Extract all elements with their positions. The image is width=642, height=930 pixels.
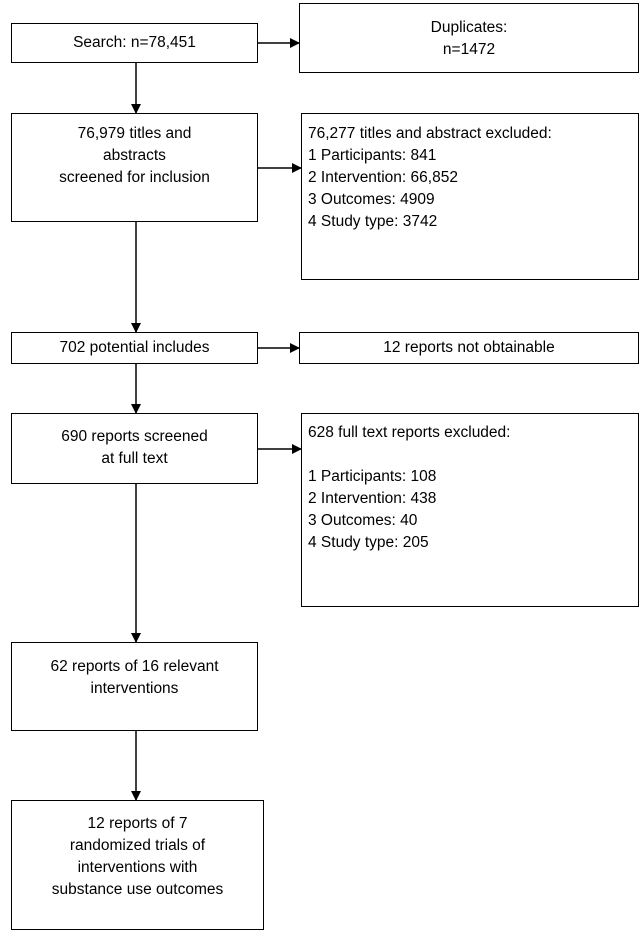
relevant-interventions-line-1: 62 reports of 16 relevant bbox=[50, 658, 219, 675]
fulltext-excluded-heading: 628 full text reports excluded: bbox=[308, 424, 511, 441]
titles-excluded-item-1: 1 Participants: 841 bbox=[308, 147, 437, 164]
fulltext-excluded-item-2: 2 Intervention: 438 bbox=[308, 490, 437, 507]
screened-line-3: screened for inclusion bbox=[59, 169, 210, 186]
fulltext-excluded-spacer bbox=[308, 444, 638, 466]
not-obtainable-box: 12 reports not obtainable bbox=[299, 332, 639, 364]
relevant-interventions-line-2: interventions bbox=[90, 680, 179, 697]
duplicates-line-1: Duplicates: bbox=[430, 19, 508, 36]
duplicates-box: Duplicates: n=1472 bbox=[299, 3, 639, 73]
fulltext-excluded-item-4: 4 Study type: 205 bbox=[308, 534, 429, 551]
final-trials-line-1: 12 reports of 7 bbox=[87, 815, 188, 832]
relevant-interventions-box: 62 reports of 16 relevant interventions bbox=[11, 642, 258, 731]
fulltext-screened-line-2: at full text bbox=[101, 450, 168, 467]
potential-includes-box: 702 potential includes bbox=[11, 332, 258, 364]
titles-excluded-item-3: 3 Outcomes: 4909 bbox=[308, 191, 435, 208]
screened-box: 76,979 titles and abstracts screened for… bbox=[11, 113, 258, 222]
fulltext-excluded-item-3: 3 Outcomes: 40 bbox=[308, 512, 418, 529]
not-obtainable-line: 12 reports not obtainable bbox=[383, 339, 555, 356]
fulltext-screened-box: 690 reports screened at full text bbox=[11, 413, 258, 484]
final-trials-line-3: interventions with bbox=[77, 859, 198, 876]
duplicates-line-2: n=1472 bbox=[442, 41, 496, 58]
search-line-1: Search: n=78,451 bbox=[73, 34, 196, 51]
final-trials-line-2: randomized trials of bbox=[69, 837, 206, 854]
fulltext-screened-line-1: 690 reports screened bbox=[61, 428, 208, 445]
screened-line-2: abstracts bbox=[103, 147, 166, 164]
final-trials-box: 12 reports of 7 randomized trials of int… bbox=[11, 800, 264, 930]
potential-includes-line: 702 potential includes bbox=[59, 339, 210, 356]
titles-excluded-box: 76,277 titles and abstract excluded: 1 P… bbox=[301, 113, 639, 280]
titles-excluded-item-4: 4 Study type: 3742 bbox=[308, 213, 438, 230]
search-box: Search: n=78,451 bbox=[11, 23, 258, 63]
fulltext-excluded-item-1: 1 Participants: 108 bbox=[308, 468, 437, 485]
screened-line-1: 76,979 titles and bbox=[77, 125, 192, 142]
final-trials-line-4: substance use outcomes bbox=[51, 881, 224, 898]
titles-excluded-item-2: 2 Intervention: 66,852 bbox=[308, 169, 458, 186]
fulltext-excluded-box: 628 full text reports excluded: 1 Partic… bbox=[301, 413, 639, 607]
titles-excluded-heading: 76,277 titles and abstract excluded: bbox=[308, 125, 552, 142]
